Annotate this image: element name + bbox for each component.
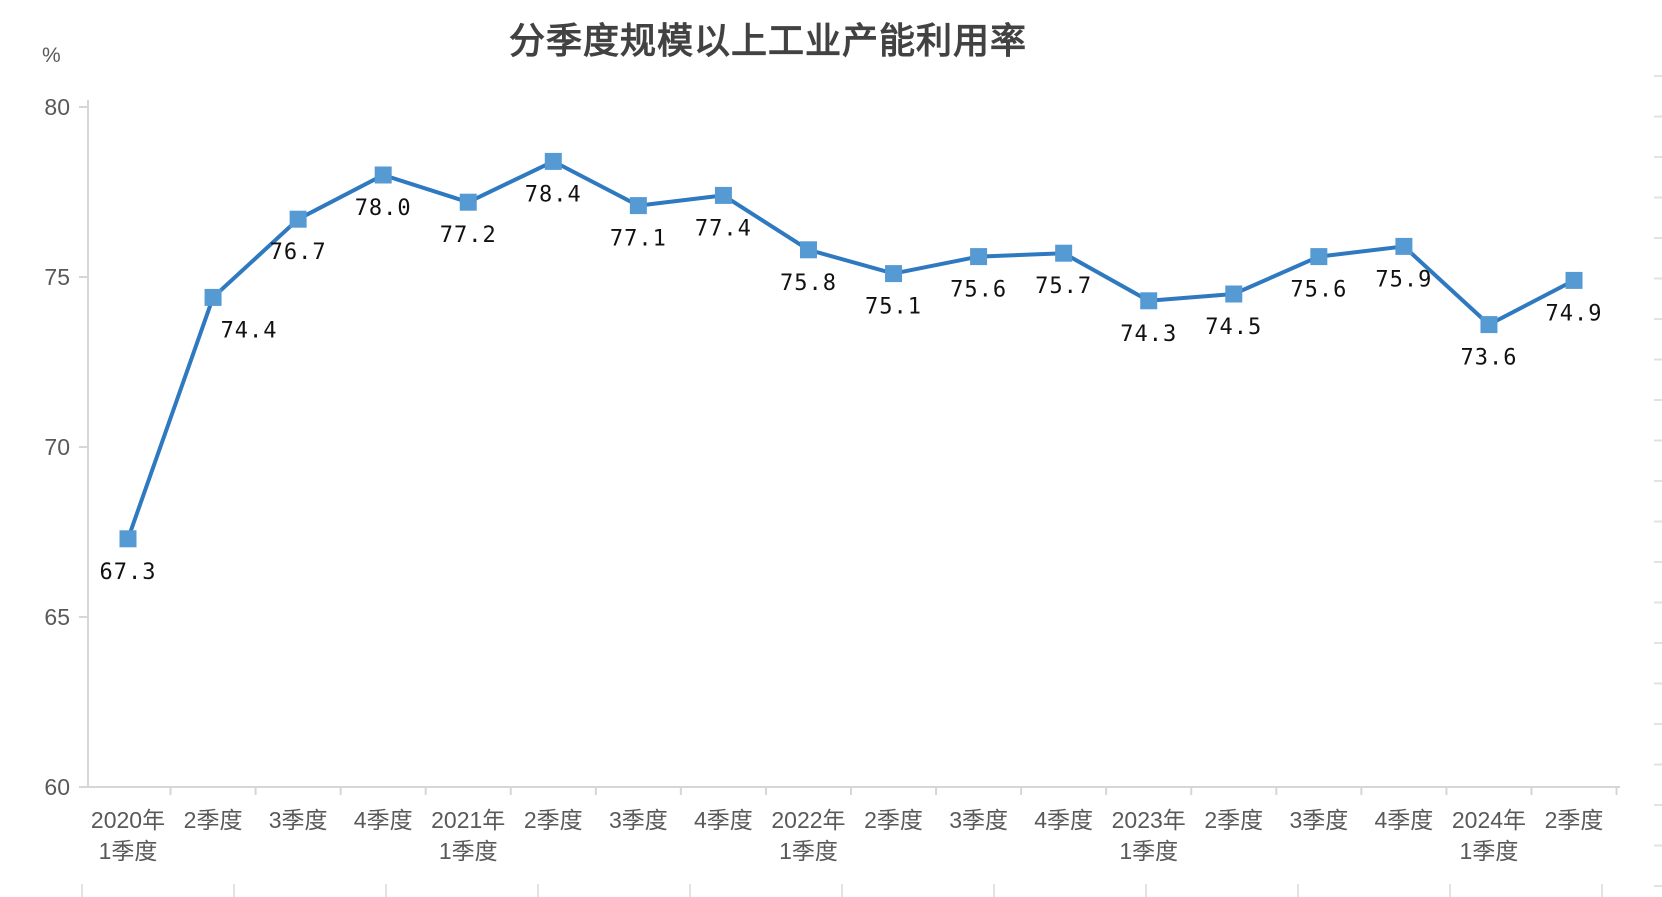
- x-axis-category-label: 2020年 1季度: [91, 807, 165, 864]
- x-axis-category-label: 4季度: [1034, 807, 1093, 833]
- data-point-label: 73.6: [1460, 346, 1517, 371]
- data-point-marker: [119, 530, 137, 548]
- data-point-marker: [1225, 285, 1243, 303]
- data-point-label: 74.4: [221, 318, 278, 343]
- data-point-marker: [1565, 271, 1583, 289]
- data-point-label: 67.3: [100, 560, 157, 585]
- data-point-marker: [1310, 248, 1328, 266]
- data-point-label: 74.5: [1205, 315, 1262, 340]
- chart-title: 分季度规模以上工业产能利用率: [508, 20, 1027, 61]
- y-axis-tick-label: 70: [44, 434, 70, 460]
- x-axis-category-label: 2季度: [864, 807, 923, 833]
- x-axis-category-label: 2季度: [1545, 807, 1604, 833]
- data-point-marker: [204, 288, 222, 306]
- x-axis-category-label: 2024年 1季度: [1452, 807, 1526, 864]
- y-axis-tick-label: 80: [44, 94, 70, 120]
- data-point-marker: [544, 152, 562, 170]
- x-axis-category-label: 2季度: [184, 807, 243, 833]
- data-point-label: 74.9: [1546, 301, 1603, 326]
- x-axis-category-label: 4季度: [354, 807, 413, 833]
- x-axis-category-label: 2季度: [524, 807, 583, 833]
- data-point-label: 75.6: [950, 278, 1007, 303]
- y-axis-tick-label: 65: [44, 604, 70, 630]
- data-point-label: 75.1: [865, 295, 922, 320]
- x-axis-category-label: 4季度: [1375, 807, 1434, 833]
- data-point-label: 75.6: [1290, 278, 1347, 303]
- line-series: [126, 159, 1577, 541]
- x-axis-category-label: 2021年 1季度: [431, 807, 505, 864]
- data-point-marker: [459, 193, 477, 211]
- data-point-marker: [629, 197, 647, 215]
- data-point-label: 76.7: [270, 240, 327, 265]
- data-point-label: 75.7: [1035, 274, 1092, 299]
- data-point-label: 77.4: [695, 216, 752, 241]
- y-axis-unit-label: %: [42, 44, 61, 67]
- x-axis-category-label: 3季度: [949, 807, 1008, 833]
- x-axis-category-label: 4季度: [694, 807, 753, 833]
- data-point-label: 77.2: [440, 223, 497, 248]
- x-axis-category-label: 3季度: [269, 807, 328, 833]
- x-axis-category-label: 2季度: [1204, 807, 1263, 833]
- x-axis-category-label: 2023年 1季度: [1112, 807, 1186, 864]
- data-point-marker: [714, 186, 732, 204]
- data-point-label: 78.0: [355, 196, 412, 221]
- data-point-label: 78.4: [525, 182, 582, 207]
- data-point-marker: [970, 248, 988, 266]
- x-axis-category-label: 3季度: [609, 807, 668, 833]
- data-point-label: 77.1: [610, 227, 667, 252]
- data-point-marker: [374, 166, 392, 184]
- x-axis-category-label: 3季度: [1289, 807, 1348, 833]
- x-axis-category-label: 2022年 1季度: [771, 807, 845, 864]
- data-point-marker: [1480, 316, 1498, 334]
- data-point-marker: [799, 241, 817, 259]
- data-point-marker: [885, 265, 903, 283]
- data-point-marker: [1055, 244, 1073, 262]
- data-point-label: 74.3: [1120, 322, 1177, 347]
- y-axis-tick-label: 60: [44, 774, 70, 800]
- data-point-marker: [289, 210, 307, 228]
- data-point-marker: [1140, 292, 1158, 310]
- data-point-marker: [1395, 237, 1413, 255]
- y-axis-tick-label: 75: [44, 264, 70, 290]
- data-point-label: 75.8: [780, 271, 837, 296]
- data-point-label: 75.9: [1375, 267, 1432, 292]
